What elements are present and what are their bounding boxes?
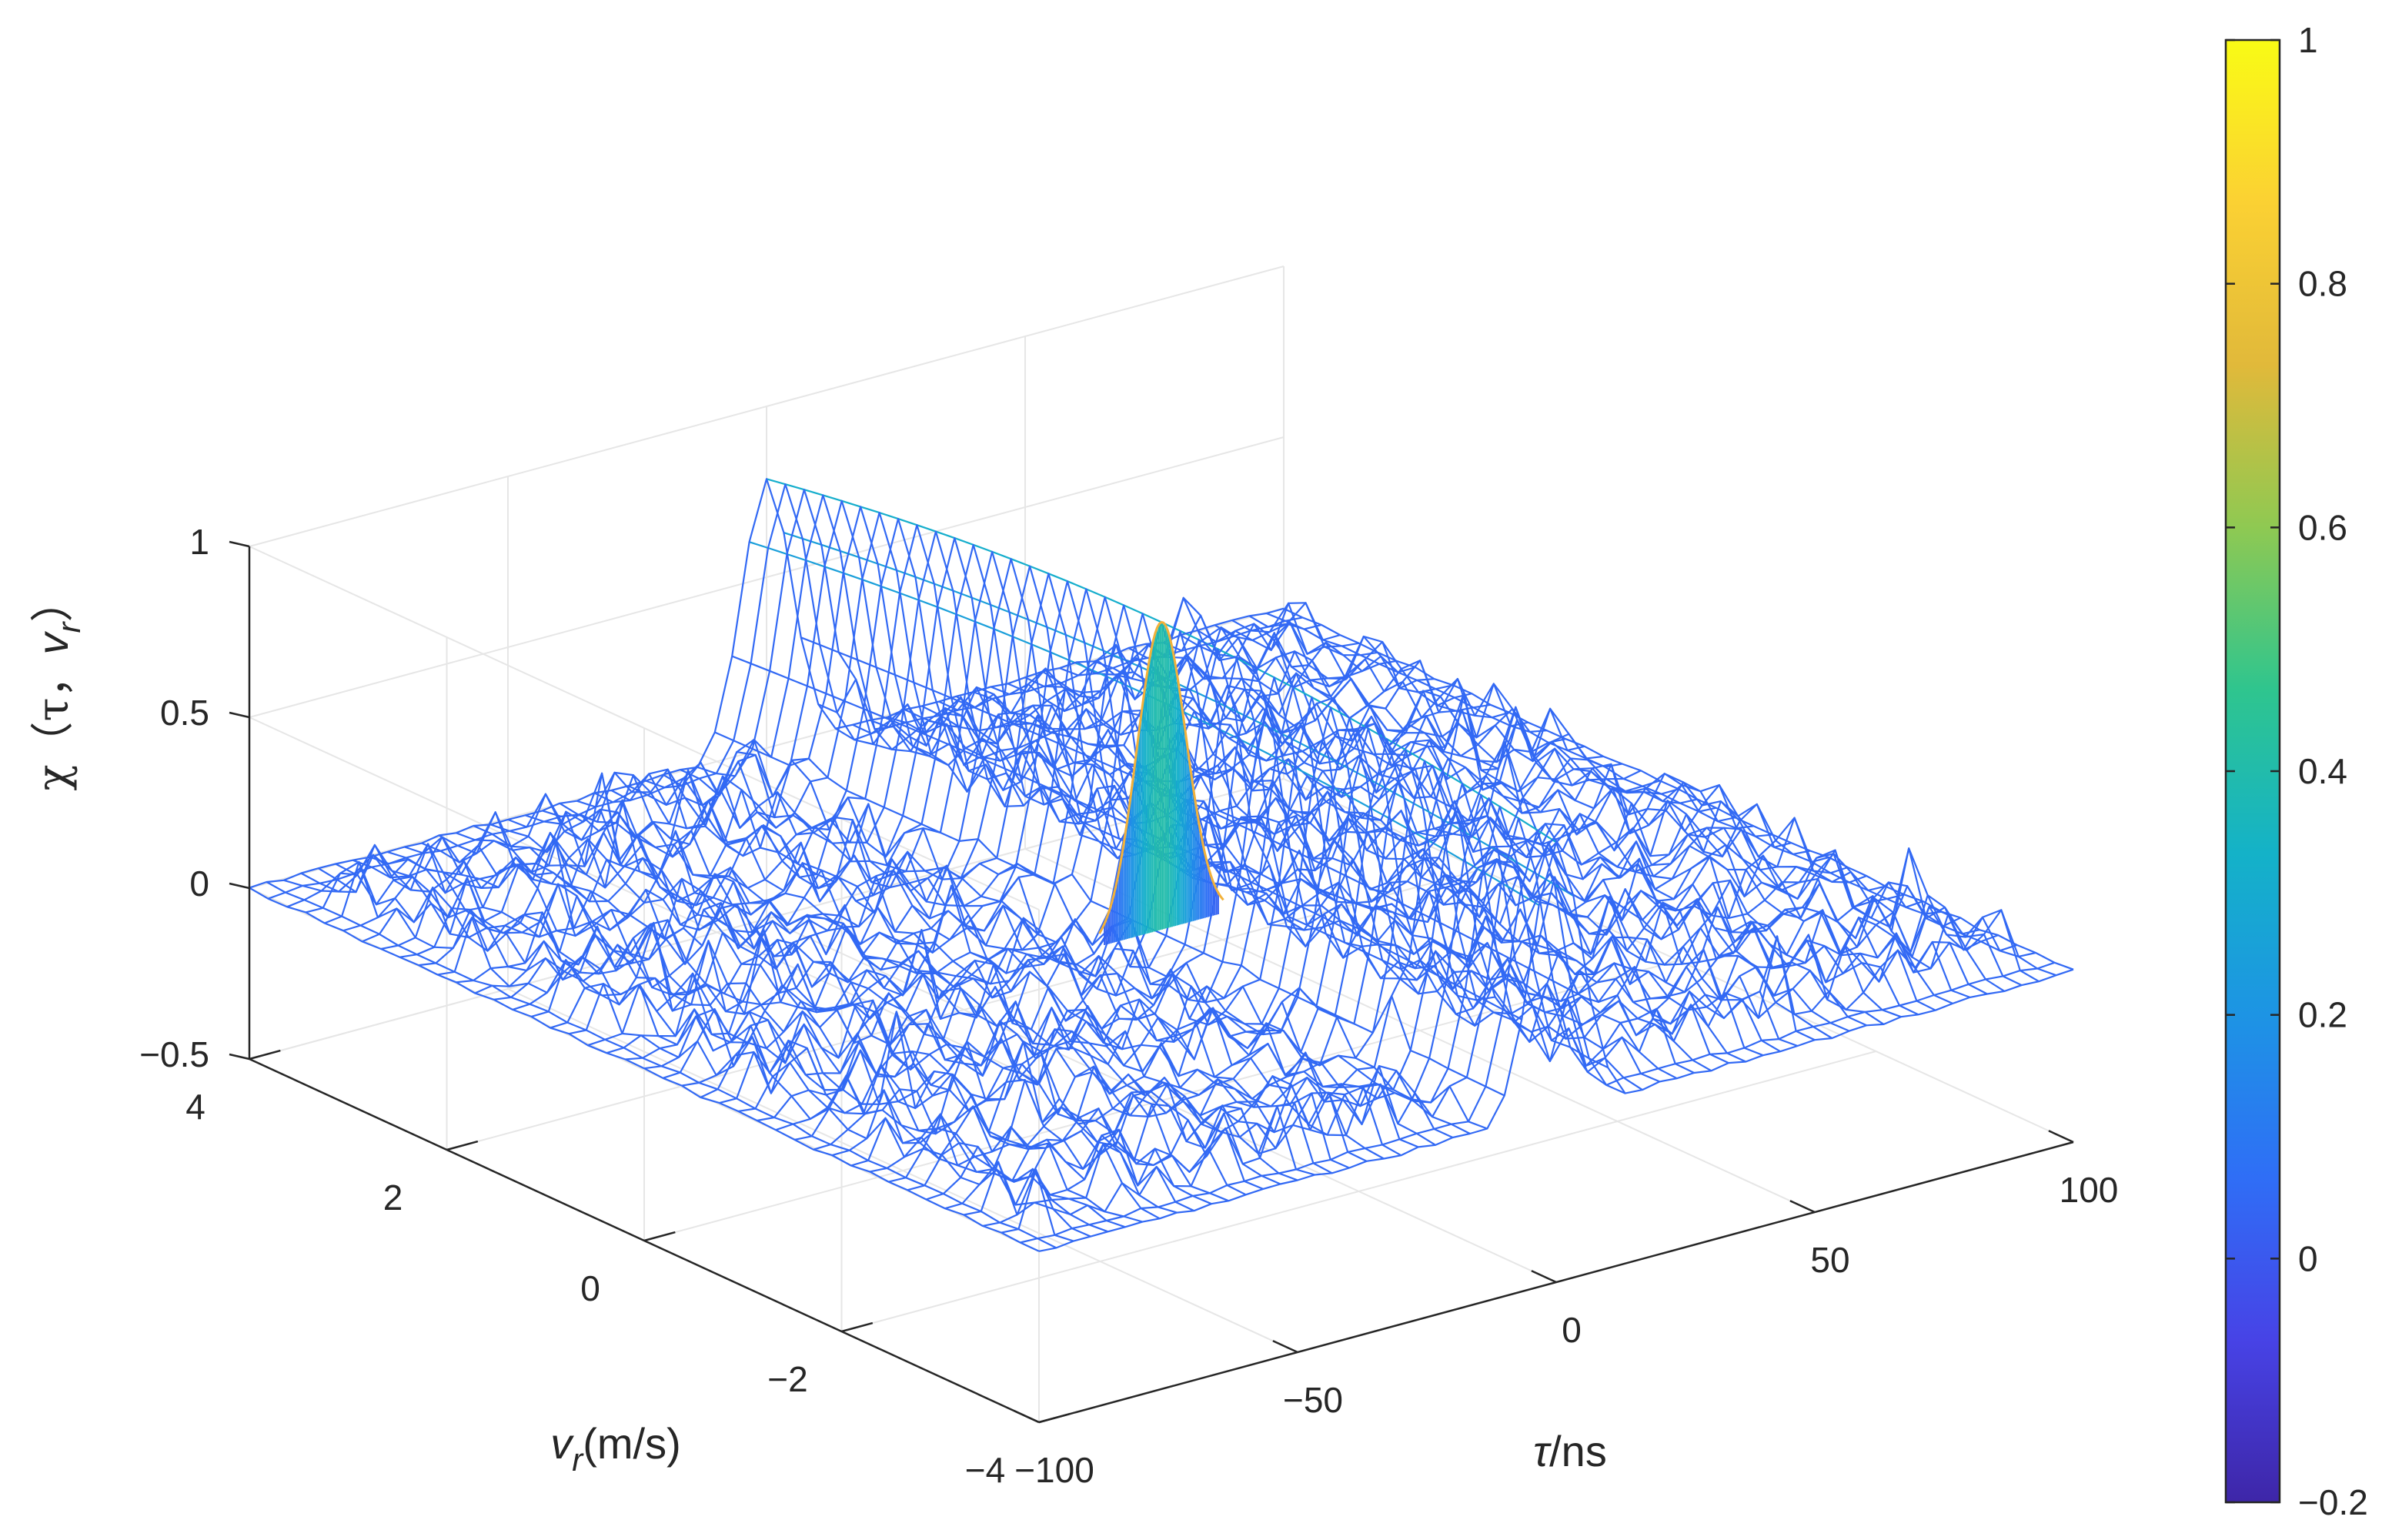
- mesh-line-y: [569, 588, 1604, 1035]
- z-tick-label: 0.5: [160, 693, 209, 733]
- mesh-line-y: [907, 760, 1943, 1191]
- y-tick-mark: [446, 1140, 479, 1151]
- y-tick-label: −4: [965, 1450, 1005, 1490]
- mesh-line-y: [456, 543, 1491, 984]
- z-tick-label: 0: [189, 864, 209, 904]
- mesh-line-y: [1038, 841, 2074, 1252]
- peak-outline: [1098, 620, 1224, 934]
- colorbar-tick-label: 1: [2298, 20, 2318, 60]
- x-tick-label: 0: [1562, 1310, 1582, 1350]
- mesh-line-y: [964, 793, 1999, 1216]
- colorbar: −0.2 0 0.2 0.4 0.6 0.8 1: [2224, 20, 2368, 1522]
- y-tick-label: 4: [185, 1087, 205, 1127]
- tick-labels: −100 −50 0 50 100 −4 −2 0 2 4 −0.5 0 0.5 1: [139, 522, 2118, 1490]
- mesh-line-y: [493, 558, 1528, 1000]
- x-tick-label: 100: [2060, 1170, 2119, 1210]
- z-tick-mark: [229, 882, 250, 890]
- mesh-line-y: [926, 771, 1961, 1201]
- mesh-line-y: [813, 707, 1849, 1151]
- mesh-line-x: [576, 771, 1368, 1162]
- mesh-line-y: [437, 537, 1472, 976]
- mesh-line-x: [404, 836, 1195, 1212]
- mesh-line-y: [794, 696, 1829, 1141]
- mesh-line-y: [982, 805, 2018, 1227]
- mesh-line-y: [888, 749, 1923, 1183]
- z-axis-title: χ（τ，vr）: [28, 580, 87, 791]
- x-tick-label: 50: [1810, 1240, 1849, 1280]
- mesh-line-y: [418, 530, 1454, 967]
- main-lobe: [1098, 620, 1224, 945]
- mesh-line-y: [1001, 817, 2036, 1234]
- z-tick-mark: [229, 711, 250, 719]
- x-tick-label: −50: [1283, 1380, 1343, 1420]
- y-tick-mark: [1038, 1412, 1071, 1424]
- y-tick-label: −2: [767, 1359, 807, 1399]
- x-tick-mark: [1014, 1410, 1040, 1424]
- colorbar-tick-label: 0.2: [2298, 995, 2347, 1035]
- y-tick-mark: [841, 1321, 874, 1333]
- colorbar-tick-label: 0.4: [2298, 751, 2347, 791]
- mesh-line-y: [1020, 829, 2055, 1244]
- surface-mesh: [249, 478, 2074, 1252]
- mesh-line-y: [286, 489, 1322, 908]
- x-tick-mark: [1531, 1270, 1557, 1284]
- mesh-line-x: [835, 727, 1626, 1094]
- mesh-line-y: [850, 727, 1886, 1167]
- y-tick-label: 0: [580, 1268, 600, 1308]
- mesh-line-y: [587, 596, 1622, 1047]
- y-grid-line: [840, 819, 1876, 1333]
- grid-lines: [247, 266, 2074, 1424]
- mesh-line-y: [700, 648, 1736, 1098]
- y-axis-title: vr(m/s): [550, 1419, 681, 1478]
- colorbar-tick-label: 0: [2298, 1238, 2318, 1278]
- colorbar-ticks: −0.2 0 0.2 0.4 0.6 0.8 1: [2226, 20, 2368, 1522]
- y-tick-label: 2: [383, 1178, 403, 1218]
- colorbar-tick-label: −0.2: [2298, 1482, 2368, 1522]
- x-tick-mark: [1272, 1340, 1298, 1354]
- z-tick-label: −0.5: [139, 1034, 209, 1074]
- y-tick-mark: [643, 1231, 676, 1242]
- mesh-line-y: [512, 565, 1548, 1011]
- colorbar-tick-label: 0.8: [2298, 264, 2347, 304]
- z-tick-label: 1: [189, 522, 209, 562]
- x-tick-mark: [2048, 1130, 2074, 1144]
- y-tick-mark: [249, 1049, 281, 1061]
- x-tick-mark: [1789, 1200, 1816, 1214]
- colorbar-tick-label: 0.6: [2298, 507, 2347, 547]
- mesh-line-y: [944, 782, 1980, 1210]
- z-tick-mark: [229, 1053, 250, 1061]
- mesh-line-y: [531, 573, 1566, 1017]
- mesh-line-y: [869, 738, 1905, 1173]
- mesh-line-y: [268, 483, 1303, 900]
- z-tick-mark: [229, 540, 250, 548]
- mesh-line-y: [737, 666, 1773, 1112]
- x-tick-label: −100: [1014, 1450, 1094, 1490]
- x-axis-title: τ/ns: [1533, 1427, 1607, 1475]
- mesh-line-y: [362, 512, 1397, 943]
